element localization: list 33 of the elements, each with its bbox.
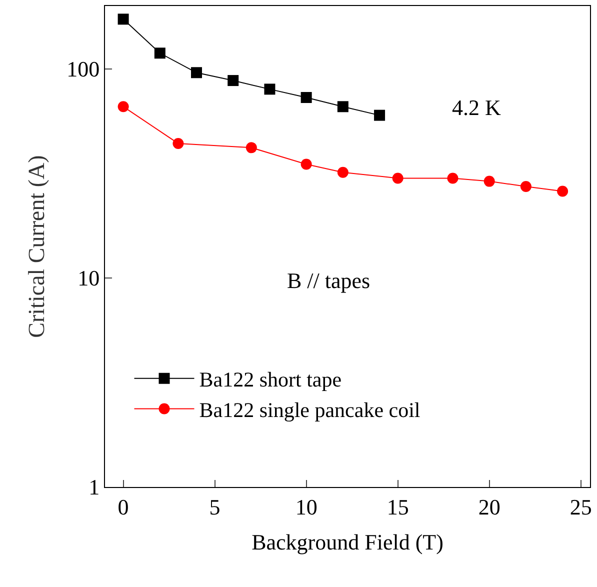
point: [374, 110, 386, 121]
x-tick-label: 15: [386, 494, 409, 520]
y-tick-label: 100: [66, 56, 100, 82]
y-tick-label: 10: [78, 266, 100, 291]
x-tick-label: 20: [478, 494, 500, 520]
point: [118, 14, 129, 25]
point: [520, 180, 532, 192]
point: [300, 158, 312, 170]
y-axis-title: Critical Current (A): [24, 155, 50, 338]
legend-label: Ba122 short tape: [199, 368, 342, 392]
legend-label: Ba122 single pancake coil: [199, 398, 420, 422]
y-tick-label: 1: [88, 474, 100, 500]
point: [337, 101, 348, 112]
point: [337, 166, 348, 178]
point: [447, 172, 458, 184]
x-tick-label: 0: [118, 494, 129, 520]
point: [118, 101, 129, 112]
point: [172, 138, 184, 149]
point: [154, 48, 166, 59]
point: [246, 142, 257, 154]
point: [392, 172, 404, 184]
point: [228, 75, 239, 86]
annotation: B // tapes: [287, 268, 370, 293]
annotation: 4.2 K: [452, 95, 501, 120]
x-tick-label: 5: [209, 494, 220, 520]
point: [300, 92, 312, 103]
point: [557, 186, 568, 197]
point: [264, 84, 276, 95]
x-tick-label: 10: [295, 494, 318, 520]
point: [484, 176, 495, 187]
point: [191, 67, 202, 78]
x-tick-label: 25: [570, 494, 592, 520]
x-axis-title: Background Field (T): [252, 529, 444, 554]
